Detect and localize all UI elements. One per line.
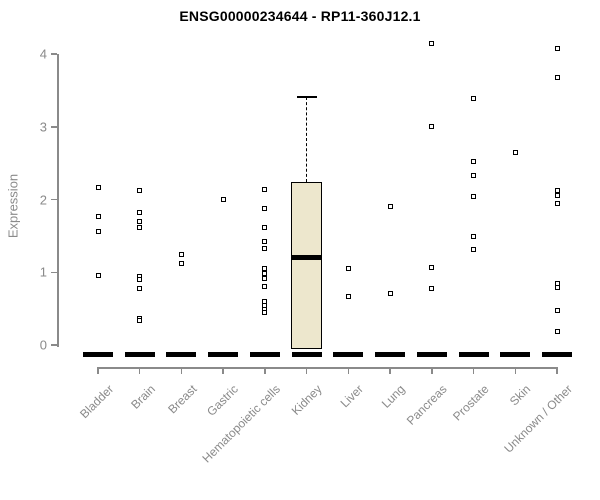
data-point-marker — [554, 200, 560, 206]
data-point-marker — [429, 265, 435, 271]
y-tick-mark — [51, 198, 57, 201]
data-point-marker — [554, 74, 560, 80]
data-point-marker — [345, 294, 351, 300]
data-point-marker — [137, 210, 143, 216]
x-tick-mark — [431, 367, 433, 374]
x-axis-line — [97, 367, 559, 369]
y-axis-line — [57, 54, 59, 347]
data-point-marker — [262, 205, 268, 211]
zero-expression-dash — [166, 352, 197, 357]
data-point-marker — [471, 247, 477, 253]
data-point-marker — [220, 197, 226, 202]
data-point-marker — [429, 285, 435, 291]
data-point-marker — [95, 214, 101, 220]
data-point-marker — [554, 285, 560, 291]
data-point-marker — [262, 225, 268, 231]
x-category-label: Breast — [164, 382, 200, 417]
y-tick-mark — [51, 344, 57, 346]
data-point-marker — [554, 192, 560, 198]
data-point-marker — [471, 95, 477, 101]
box-upper-whisker — [305, 96, 307, 183]
box-median-line — [291, 255, 323, 261]
data-point-marker — [554, 329, 560, 335]
data-point-marker — [137, 318, 143, 324]
y-tick-mark — [51, 126, 57, 128]
zero-expression-dash — [291, 352, 322, 357]
x-category-label: Hematopoietic cells — [199, 382, 283, 466]
zero-expression-dash — [500, 352, 531, 357]
data-point-marker — [262, 275, 268, 281]
data-point-marker — [137, 225, 143, 231]
y-tick-mark — [51, 271, 57, 273]
data-point-marker — [387, 290, 393, 296]
x-category-label: Bladder — [76, 382, 116, 422]
data-point-marker — [262, 245, 268, 251]
box-whisker-cap — [296, 95, 317, 98]
x-category-label: Skin — [506, 382, 534, 409]
zero-expression-dash — [375, 352, 406, 357]
data-point-marker — [262, 266, 268, 272]
data-point-marker — [429, 40, 435, 46]
x-category-label: Pancreas — [403, 382, 450, 428]
zero-expression-dash — [416, 352, 447, 357]
data-point-marker — [471, 194, 477, 200]
box-iqr — [291, 182, 323, 349]
x-category-label: Gastric — [204, 382, 242, 419]
y-tick-label: 4 — [39, 46, 47, 62]
zero-expression-dash — [333, 352, 364, 357]
x-tick-mark — [347, 367, 350, 374]
data-point-marker — [262, 186, 268, 192]
chart-title: ENSG00000234644 - RP11-360J12.1 — [179, 8, 421, 24]
data-point-marker — [554, 307, 560, 313]
x-tick-mark — [514, 367, 517, 374]
data-point-marker — [137, 277, 143, 283]
data-point-marker — [178, 261, 184, 267]
y-tick-label: 2 — [39, 192, 47, 207]
x-category-label: Brain — [127, 382, 158, 412]
x-tick-mark — [472, 367, 475, 374]
data-point-marker — [512, 150, 518, 156]
x-tick-mark — [138, 367, 141, 374]
x-tick-mark — [222, 367, 224, 374]
x-category-label: Lung — [379, 382, 409, 411]
zero-expression-dash — [124, 352, 155, 357]
data-point-marker — [345, 266, 351, 272]
x-tick-mark — [389, 367, 391, 374]
data-point-marker — [137, 187, 143, 193]
y-tick-label: 3 — [39, 119, 47, 135]
y-tick-mark — [51, 53, 57, 55]
data-point-marker — [95, 273, 101, 279]
data-point-marker — [262, 309, 268, 315]
data-point-marker — [387, 203, 393, 209]
x-tick-mark — [180, 367, 183, 374]
zero-expression-dash — [83, 352, 113, 357]
data-point-marker — [95, 185, 101, 191]
data-point-marker — [262, 284, 268, 290]
data-point-marker — [262, 239, 268, 245]
y-tick-label: 1 — [39, 264, 47, 280]
x-tick-mark — [264, 367, 266, 374]
zero-expression-dash — [249, 352, 280, 357]
data-point-marker — [471, 172, 477, 178]
x-category-label: Prostate — [449, 382, 492, 424]
zero-expression-dash — [208, 352, 239, 357]
x-category-label: Liver — [337, 382, 367, 411]
data-point-marker — [471, 159, 477, 165]
data-point-marker — [137, 286, 143, 292]
x-tick-mark — [556, 367, 558, 374]
x-category-label: Kidney — [288, 382, 325, 418]
data-point-marker — [178, 252, 184, 258]
data-point-marker — [95, 229, 101, 234]
zero-expression-dash — [458, 352, 489, 357]
data-point-marker — [429, 124, 435, 130]
y-tick-label: 0 — [39, 337, 47, 353]
data-point-marker — [471, 234, 477, 240]
zero-expression-dash — [542, 352, 573, 357]
x-tick-mark — [97, 367, 99, 374]
x-tick-mark — [305, 367, 308, 374]
data-point-marker — [137, 218, 143, 224]
data-point-marker — [554, 45, 560, 51]
